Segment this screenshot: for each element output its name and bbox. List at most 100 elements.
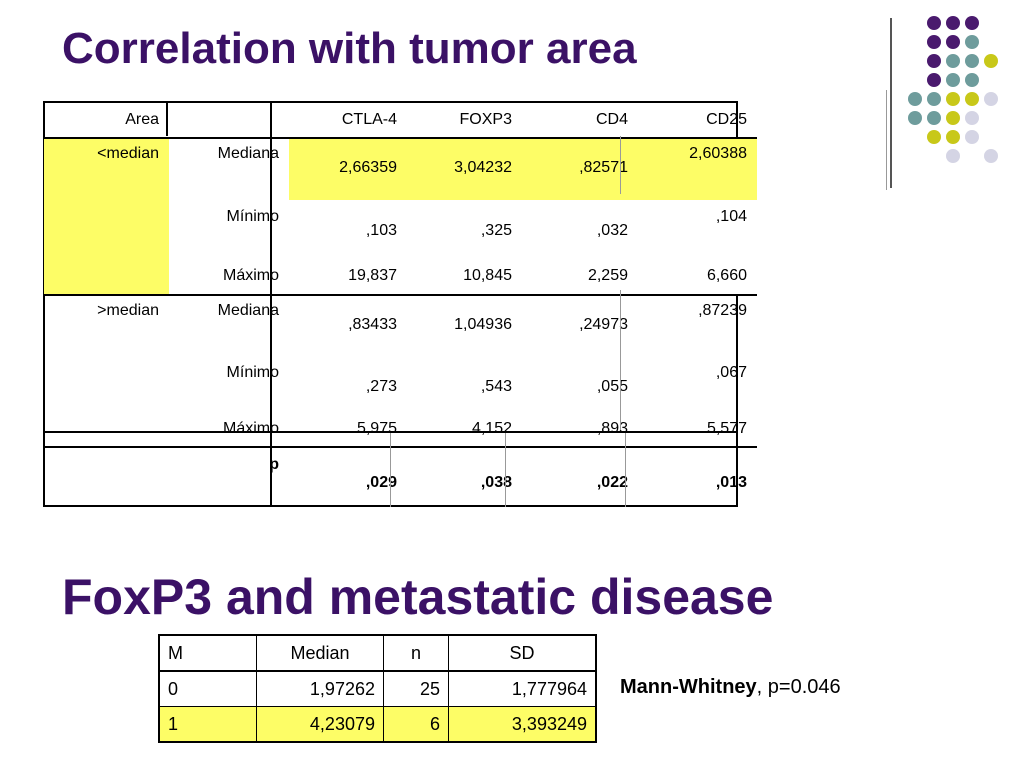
decorative-divider-line — [890, 18, 892, 188]
header-m: M — [158, 634, 257, 672]
value-cell: 4,152 — [407, 412, 522, 448]
decorative-dot — [946, 35, 960, 49]
table2-row: 1 4,23079 6 3,393249 — [158, 706, 597, 743]
stat-label: Máximo — [169, 412, 289, 448]
decorative-dot — [946, 111, 960, 125]
cell-sd: 3,393249 — [448, 706, 597, 743]
decorative-dot — [965, 54, 979, 68]
stat-label: Mínimo — [226, 364, 279, 381]
cell-n: 25 — [383, 670, 449, 707]
value-cell: ,325 — [407, 200, 522, 258]
value-cell: ,83433 — [348, 316, 397, 333]
cell-median: 1,97262 — [256, 670, 384, 707]
group-spacer — [44, 200, 169, 258]
value-cell: 1,04936 — [454, 316, 512, 333]
group-spacer — [44, 258, 169, 296]
decorative-dot — [927, 111, 941, 125]
table1-row: <median Mediana 2,66359 3,04232 ,82571 2… — [44, 138, 757, 200]
statistical-note: Mann-Whitney, p=0.046 — [620, 676, 841, 699]
decorative-dot — [927, 54, 941, 68]
table1-row: Mínimo ,273 ,543 ,055 ,067 — [44, 354, 757, 412]
header-sd: SD — [448, 634, 597, 672]
decorative-dot — [946, 130, 960, 144]
decorative-dot — [965, 111, 979, 125]
value-cell: ,104 — [638, 200, 757, 258]
cell-m: 1 — [158, 706, 257, 743]
cell-m: 0 — [158, 670, 257, 707]
header-area: Area — [44, 102, 169, 139]
decorative-dot — [984, 92, 998, 106]
value-cell: 3,04232 — [407, 138, 522, 200]
cell-n: 6 — [383, 706, 449, 743]
group-spacer — [44, 354, 169, 412]
value-cell: 2,259 — [522, 258, 638, 296]
section-title: FoxP3 and metastatic disease — [62, 569, 774, 625]
header-median: Median — [256, 634, 384, 672]
table1-header-row: Area CTLA-4 FOXP3 CD4 CD25 — [44, 102, 757, 139]
group-spacer — [44, 412, 169, 448]
cell-median: 4,23079 — [256, 706, 384, 743]
decorative-dot — [965, 130, 979, 144]
value-cell: ,87239 — [698, 302, 747, 319]
decorative-dot — [965, 73, 979, 87]
table1-p-row: p ,029 ,038 ,022 ,013 — [44, 447, 757, 528]
value-cell: ,103 — [289, 200, 407, 258]
group-label: >median — [97, 302, 159, 319]
cell-sd: 1,777964 — [448, 670, 597, 707]
decorative-dot — [946, 73, 960, 87]
decorative-divider-line-thin — [886, 90, 887, 190]
decorative-dot — [946, 149, 960, 163]
table1-row: >median Mediana ,83433 1,04936 ,24973 ,8… — [44, 295, 757, 354]
table1-row: Máximo 5,975 4,152 ,893 5,577 — [44, 412, 757, 448]
value-cell: ,24973 — [579, 316, 628, 333]
value-cell: 6,660 — [638, 258, 757, 296]
decorative-dot — [984, 149, 998, 163]
table1-row: Mínimo ,103 ,325 ,032 ,104 — [44, 200, 757, 258]
header-blank — [169, 102, 289, 139]
stat-label: Mínimo — [169, 200, 289, 258]
correlation-table: Area CTLA-4 FOXP3 CD4 CD25 <median Media… — [44, 102, 757, 528]
value-cell: ,893 — [522, 412, 638, 448]
value-cell: ,067 — [715, 364, 747, 381]
value-cell: ,543 — [480, 378, 512, 395]
table2-header-row: M Median n SD — [158, 634, 597, 672]
decorative-dot — [965, 92, 979, 106]
header-ctla4: CTLA-4 — [289, 102, 407, 139]
decorative-dot — [946, 16, 960, 30]
value-cell: ,82571 — [522, 138, 638, 200]
value-cell: ,273 — [365, 378, 397, 395]
p-value: ,038 — [480, 474, 512, 491]
stat-label: Mediana — [217, 302, 279, 319]
header-n: n — [383, 634, 449, 672]
p-value: ,029 — [365, 474, 397, 491]
stat-label: Mediana — [169, 138, 289, 200]
value-cell: 5,577 — [638, 412, 757, 448]
p-value: ,013 — [715, 474, 747, 491]
table2-row: 0 1,97262 25 1,777964 — [158, 670, 597, 707]
decorative-dot — [965, 16, 979, 30]
header-cd4: CD4 — [522, 102, 638, 139]
metastatic-table: M Median n SD 0 1,97262 25 1,777964 1 4,… — [158, 634, 597, 743]
group-label: <median — [44, 138, 169, 200]
test-result: , p=0.046 — [756, 676, 841, 698]
p-label: p — [269, 456, 279, 473]
decorative-dot — [965, 35, 979, 49]
decorative-dot — [927, 35, 941, 49]
decorative-dot — [946, 54, 960, 68]
value-cell: ,032 — [522, 200, 638, 258]
decorative-dot — [927, 73, 941, 87]
table1-row: Máximo 19,837 10,845 2,259 6,660 — [44, 258, 757, 296]
header-cd25: CD25 — [638, 102, 757, 139]
value-cell: 2,66359 — [289, 138, 407, 200]
stat-label: Máximo — [169, 258, 289, 296]
value-cell: 2,60388 — [638, 138, 757, 200]
test-name: Mann-Whitney — [620, 676, 757, 698]
value-cell: 10,845 — [407, 258, 522, 296]
decorative-dot — [984, 54, 998, 68]
decorative-dot-grid — [900, 10, 1020, 180]
value-cell: 5,975 — [289, 412, 407, 448]
value-cell: 19,837 — [289, 258, 407, 296]
value-cell: ,055 — [596, 378, 628, 395]
decorative-dot — [946, 92, 960, 106]
decorative-dot — [908, 111, 922, 125]
